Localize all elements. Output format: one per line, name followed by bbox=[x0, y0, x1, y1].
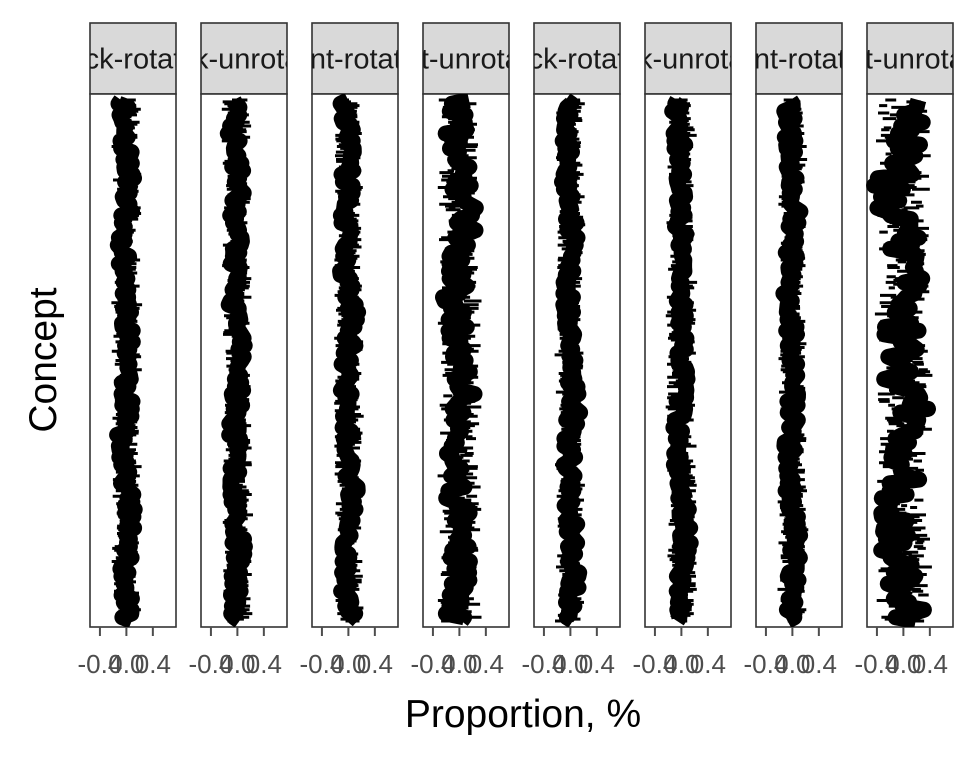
x-tick-label: 0.0 bbox=[441, 649, 477, 679]
x-tick-label: -0.4 bbox=[633, 649, 678, 679]
x-tick-label: 0.4 bbox=[690, 649, 726, 679]
x-tick-label: 0.0 bbox=[774, 649, 810, 679]
x-tick-label: 0.4 bbox=[246, 649, 282, 679]
facet-panel: back-rotated -0.40.00.4 bbox=[52, 22, 213, 679]
x-tick-label: 0.0 bbox=[108, 649, 144, 679]
x-tick-label: 0.0 bbox=[219, 649, 255, 679]
series-error-bars bbox=[665, 98, 698, 623]
x-tick-label: -0.4 bbox=[522, 649, 567, 679]
facet-panel: front-unrotated -0.40.00.4 bbox=[371, 22, 561, 679]
x-tick-label: 0.4 bbox=[468, 649, 504, 679]
facet-strip-label: front-rotated bbox=[276, 44, 434, 76]
facet-strip bbox=[422, 22, 510, 95]
series-error-bars bbox=[333, 98, 364, 623]
facet-strip-label: back-rotated bbox=[496, 44, 657, 76]
facet-panel: back-unrotated -0.40.00.4 bbox=[147, 22, 340, 679]
facet-strip-label: back-unrotated bbox=[591, 44, 784, 76]
facet-panel: back-rotated -0.40.00.4 bbox=[496, 22, 657, 679]
facet-strip-label: front-rotated bbox=[720, 44, 878, 76]
facet-strip-label: back-unrotated bbox=[147, 44, 340, 76]
facet-panel: front-rotated -0.40.00.4 bbox=[720, 22, 878, 679]
facet-panel: front-unrotated -0.40.00.4 bbox=[815, 22, 978, 679]
facet-strip bbox=[644, 22, 732, 95]
x-tick-label: 0.0 bbox=[330, 649, 366, 679]
x-tick-label: 0.4 bbox=[579, 649, 615, 679]
x-tick-label: -0.4 bbox=[189, 649, 234, 679]
series-error-bars bbox=[437, 98, 482, 623]
facet-strip-label: front-unrotated bbox=[815, 44, 978, 76]
series-error-bars bbox=[874, 98, 933, 623]
x-tick-label: 0.0 bbox=[663, 649, 699, 679]
facet-strip-label: back-rotated bbox=[52, 44, 213, 76]
x-tick-label: -0.4 bbox=[78, 649, 123, 679]
series-error-bars bbox=[777, 98, 809, 623]
series-error-bars bbox=[111, 98, 143, 623]
facet-strip bbox=[866, 22, 954, 95]
x-tick-label: -0.4 bbox=[300, 649, 345, 679]
x-tick-label: 0.0 bbox=[885, 649, 921, 679]
x-tick-label: 0.4 bbox=[135, 649, 171, 679]
series-error-bars bbox=[221, 98, 253, 623]
x-tick-label: 0.4 bbox=[912, 649, 948, 679]
series-error-bars bbox=[554, 98, 586, 623]
x-tick-label: -0.4 bbox=[744, 649, 789, 679]
x-tick-label: 0.4 bbox=[801, 649, 837, 679]
facet-strip bbox=[311, 22, 399, 95]
facet-panel: back-unrotated -0.40.00.4 bbox=[591, 22, 784, 679]
facet-panels: back-rotated-0.40.00.4back-unrotated-0.4… bbox=[52, 22, 978, 679]
y-axis-title: Concept bbox=[22, 287, 65, 432]
facet-panel: front-rotated -0.40.00.4 bbox=[276, 22, 434, 679]
x-tick-label: 0.4 bbox=[357, 649, 393, 679]
facet-strip-label: front-unrotated bbox=[371, 44, 561, 76]
x-tick-label: -0.4 bbox=[855, 649, 900, 679]
x-tick-label: 0.0 bbox=[552, 649, 588, 679]
x-tick-label: -0.4 bbox=[411, 649, 456, 679]
facet-strip bbox=[89, 22, 177, 95]
x-axis-title: Proportion, % bbox=[405, 693, 641, 736]
facet-strip bbox=[533, 22, 621, 95]
facet-strip bbox=[200, 22, 288, 95]
